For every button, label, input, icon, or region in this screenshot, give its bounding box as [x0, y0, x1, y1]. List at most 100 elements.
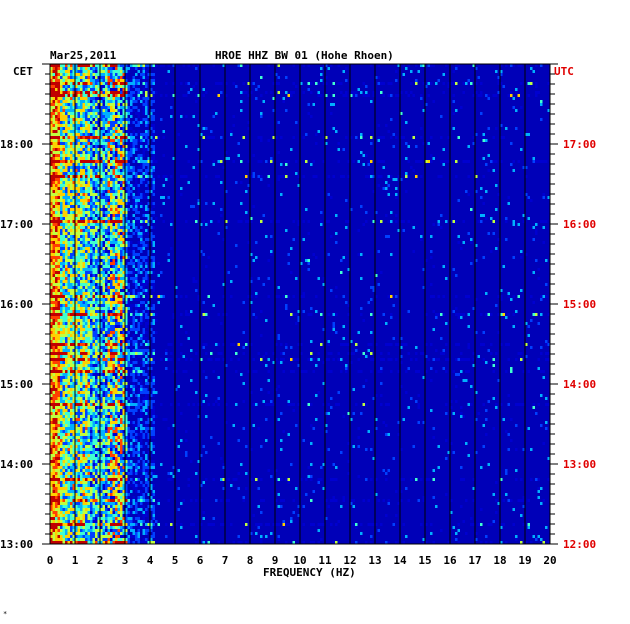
spectrogram-cell	[267, 295, 270, 298]
spectrogram-cell	[120, 121, 123, 124]
spectrogram-cell	[62, 211, 65, 214]
spectrogram-cell	[97, 307, 100, 310]
spectrogram-cell	[102, 145, 105, 148]
spectrogram-cell	[102, 325, 105, 328]
spectrogram-cell	[97, 256, 100, 259]
spectrogram-cell	[222, 295, 225, 298]
spectrogram-cell	[507, 94, 510, 97]
spectrogram-cell	[300, 352, 303, 355]
spectrogram-cell	[205, 91, 208, 94]
spectrogram-cell	[67, 160, 70, 163]
spectrogram-cell	[472, 142, 475, 145]
spectrogram-cell	[57, 172, 60, 175]
spectrogram-cell	[290, 247, 293, 250]
spectrogram-cell	[365, 175, 368, 178]
spectrogram-cell	[97, 277, 100, 280]
spectrogram-cell	[67, 133, 70, 136]
spectrogram-cell	[380, 91, 383, 94]
spectrogram-cell	[172, 94, 175, 97]
spectrogram-cell	[82, 193, 85, 196]
spectrogram-cell	[70, 310, 73, 313]
spectrogram-cell	[85, 136, 88, 139]
spectrogram-cell	[122, 277, 125, 280]
spectrogram-cell	[127, 274, 130, 277]
spectrogram-cell	[125, 271, 128, 274]
spectrogram-cell	[392, 178, 395, 181]
spectrogram-cell	[87, 142, 90, 145]
spectrogram-cell	[125, 208, 128, 211]
spectrogram-cell	[57, 145, 60, 148]
spectrogram-cell	[142, 109, 145, 112]
spectrogram-cell	[152, 160, 155, 163]
spectrogram-cell	[67, 202, 70, 205]
spectrogram-cell	[122, 127, 125, 130]
spectrogram-cell	[545, 259, 548, 262]
spectrogram-cell	[427, 358, 430, 361]
spectrogram-cell	[440, 313, 443, 316]
spectrogram-cell	[60, 175, 63, 178]
spectrogram-cell	[130, 235, 133, 238]
spectrogram-cell	[382, 187, 385, 190]
spectrogram-cell	[152, 76, 155, 79]
spectrogram-cell	[425, 343, 428, 346]
spectrogram-cell	[455, 160, 458, 163]
spectrogram-cell	[95, 145, 98, 148]
spectrogram-cell	[500, 82, 503, 85]
spectrogram-cell	[72, 169, 75, 172]
spectrogram-cell	[377, 124, 380, 127]
spectrogram-cell	[87, 295, 90, 298]
spectrogram-cell	[107, 142, 110, 145]
spectrogram-cell	[75, 331, 78, 334]
spectrogram-cell	[142, 145, 145, 148]
spectrogram-cell	[337, 352, 340, 355]
spectrogram-cell	[60, 127, 63, 130]
spectrogram-cell	[82, 283, 85, 286]
spectrogram-cell	[55, 271, 58, 274]
spectrogram-cell	[102, 340, 105, 343]
spectrogram-cell	[370, 160, 373, 163]
spectrogram-cell	[422, 268, 425, 271]
spectrogram-cell	[132, 208, 135, 211]
spectrogram-cell	[65, 220, 68, 223]
spectrogram-cell	[50, 307, 53, 310]
spectrogram-cell	[97, 163, 100, 166]
spectrogram-cell	[95, 319, 98, 322]
spectrogram-cell	[112, 322, 115, 325]
spectrogram-cell	[67, 163, 70, 166]
spectrogram-cell	[512, 160, 515, 163]
spectrogram-cell	[95, 91, 98, 94]
spectrogram-cell	[110, 157, 113, 160]
spectrogram-cell	[512, 256, 515, 259]
spectrogram-cell	[100, 160, 103, 163]
spectrogram-cell	[135, 133, 138, 136]
spectrogram-cell	[60, 352, 63, 355]
spectrogram-cell	[495, 247, 498, 250]
spectrogram-cell	[137, 115, 140, 118]
spectrogram-cell	[55, 199, 58, 202]
spectrogram-cell	[95, 229, 98, 232]
spectrogram-cell	[285, 295, 288, 298]
spectrogram-cell	[72, 271, 75, 274]
spectrogram-cell	[442, 160, 445, 163]
spectrogram-cell	[110, 217, 113, 220]
spectrogram-cell	[255, 97, 258, 100]
spectrogram-cell	[152, 175, 155, 178]
spectrogram-cell	[110, 232, 113, 235]
spectrogram-cell	[77, 175, 80, 178]
spectrogram-cell	[102, 73, 105, 76]
spectrogram-cell	[92, 97, 95, 100]
spectrogram-cell	[455, 109, 458, 112]
spectrogram-cell	[75, 286, 78, 289]
spectrogram-cell	[287, 262, 290, 265]
spectrogram-cell	[317, 82, 320, 85]
spectrogram-cell	[95, 265, 98, 268]
spectrogram-cell	[117, 325, 120, 328]
spectrogram-cell	[67, 277, 70, 280]
spectrogram-cell	[345, 136, 348, 139]
spectrogram-cell	[497, 82, 500, 85]
spectrogram-cell	[87, 283, 90, 286]
spectrogram-cell	[112, 163, 115, 166]
spectrogram-cell	[92, 118, 95, 121]
spectrogram-cell	[85, 181, 88, 184]
spectrogram-cell	[137, 346, 140, 349]
